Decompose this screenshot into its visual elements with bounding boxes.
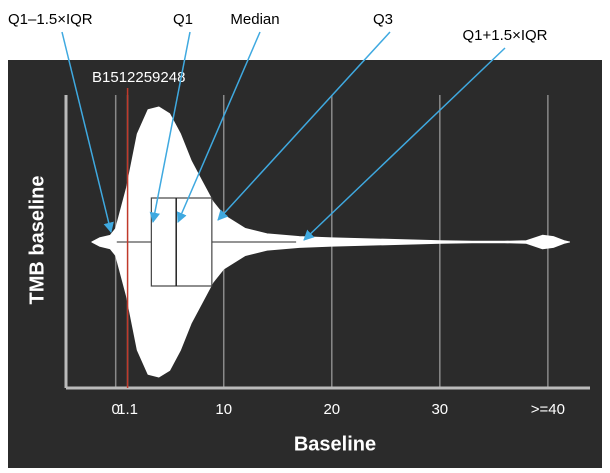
x-tick-label: 30 xyxy=(431,401,448,418)
annotation: Q1–1.5×IQR xyxy=(8,11,93,28)
box xyxy=(150,197,213,287)
x-tick-label: 0 xyxy=(112,401,120,418)
annotation: Q3 xyxy=(373,11,393,28)
y-axis-label: TMB baseline xyxy=(26,176,48,305)
x-tick-label: 10 xyxy=(215,401,232,418)
annotation: Q1 xyxy=(173,11,193,28)
arrow xyxy=(176,31,261,223)
x-tick-label: >=40 xyxy=(531,401,565,418)
annotation: Q1+1.5×IQR xyxy=(462,27,547,44)
arrow xyxy=(149,31,191,224)
x-axis-label: Baseline xyxy=(294,433,376,455)
x-tick-label: 1.1 xyxy=(117,401,138,418)
patient-label: B1512259248 xyxy=(92,69,185,86)
arrow xyxy=(61,31,114,234)
x-tick-label: 20 xyxy=(323,401,340,418)
arrow xyxy=(217,31,391,221)
annotation: Median xyxy=(230,11,279,28)
plot-background xyxy=(8,60,602,468)
plot-area: 01.1 10 20 30 >=40 B1512259248 xyxy=(64,69,590,418)
annotation-arrows xyxy=(61,31,506,241)
arrow xyxy=(303,47,506,241)
